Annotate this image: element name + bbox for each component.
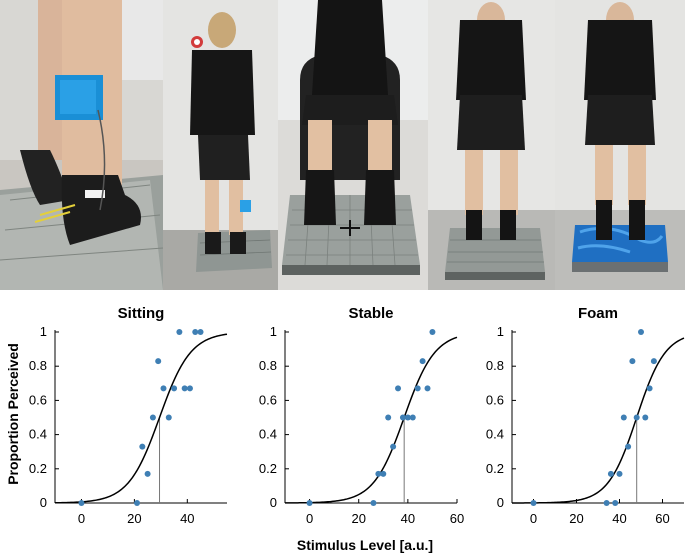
data-point	[165, 414, 172, 421]
photo-sitting-condition	[278, 0, 428, 290]
data-point	[390, 443, 397, 450]
data-point	[176, 329, 183, 335]
photo-standing-back-view	[163, 0, 278, 290]
photo-strip	[0, 0, 685, 290]
y-tick-label: 0.2	[259, 461, 277, 476]
psychometric-figure: Proportion Perceived Stimulus Level [a.u…	[5, 305, 685, 553]
x-tick-label: 20	[569, 511, 583, 526]
chart-panels: Sitting 0 0.2 0.4 0.6 0.8 1 0 20 40 Stable 0 0.2 0.4 0…	[29, 305, 685, 526]
y-tick-label: 0.4	[259, 427, 277, 442]
y-tick-label: 0	[40, 495, 47, 510]
panel-sitting: Sitting 0 0.2 0.4 0.6 0.8 1 0 20 40	[29, 305, 228, 526]
y-tick-label: 0.8	[29, 358, 47, 373]
data-point	[638, 329, 644, 335]
y-tick-label: 0.8	[259, 358, 277, 373]
data-point	[197, 329, 204, 335]
fit-curve	[54, 333, 228, 504]
photo-foam-condition	[555, 0, 685, 290]
y-tick-label: 0.6	[259, 392, 277, 407]
data-point	[395, 385, 402, 392]
photo-stable-condition	[428, 0, 555, 290]
data-point	[646, 385, 653, 392]
data-point	[429, 329, 436, 335]
y-tick-label: 0.2	[29, 461, 47, 476]
data-point	[144, 470, 151, 477]
data-point	[607, 470, 614, 477]
data-point	[375, 470, 382, 477]
data-point	[149, 414, 156, 421]
y-tick-label: 0.2	[486, 461, 504, 476]
data-point	[171, 385, 178, 392]
data-point	[192, 329, 199, 335]
x-tick-label: 0	[530, 511, 537, 526]
data-point	[650, 358, 657, 365]
data-point	[530, 500, 537, 506]
y-tick-label: 0.6	[29, 392, 47, 407]
data-point	[424, 385, 431, 392]
data-point	[409, 414, 416, 421]
data-point	[616, 470, 623, 477]
x-axis-title: Stimulus Level [a.u.]	[297, 537, 433, 553]
panel-title: Stable	[348, 305, 393, 322]
x-tick-label: 0	[306, 511, 313, 526]
y-tick-label: 0.4	[486, 427, 504, 442]
data-point	[380, 470, 387, 477]
data-point	[620, 414, 627, 421]
data-point	[78, 500, 85, 506]
data-point	[625, 443, 632, 450]
fit-curve	[284, 336, 458, 504]
data-point	[370, 500, 377, 506]
data-point	[181, 385, 188, 392]
data-point	[155, 358, 162, 365]
data-point	[642, 414, 649, 421]
x-tick-label: 60	[655, 511, 669, 526]
y-tick-label: 1	[497, 324, 504, 339]
y-tick-label: 1	[40, 324, 47, 339]
data-point	[134, 500, 141, 506]
data-point	[633, 414, 640, 421]
data-point	[414, 385, 421, 392]
y-tick-label: 0	[497, 495, 504, 510]
x-tick-label: 0	[78, 511, 85, 526]
data-point	[160, 385, 167, 392]
fit-curve	[512, 337, 685, 504]
data-point	[612, 500, 619, 506]
x-tick-label: 60	[450, 511, 464, 526]
data-point	[385, 414, 392, 421]
y-tick-label: 0	[270, 495, 277, 510]
panel-title: Sitting	[118, 305, 165, 322]
data-point	[139, 443, 146, 450]
data-point	[419, 358, 426, 365]
panel-foam: Foam 0 0.2 0.4 0.6 0.8 1 0 20 40 60	[486, 305, 685, 526]
y-axis-title: Proportion Perceived	[5, 343, 21, 485]
panel-stable: Stable 0 0.2 0.4 0.6 0.8 1 0 20 40 60	[259, 305, 464, 526]
data-point	[399, 414, 406, 421]
y-tick-label: 0.8	[486, 358, 504, 373]
y-tick-label: 0.4	[29, 427, 47, 442]
x-tick-label: 20	[127, 511, 141, 526]
data-point	[186, 385, 193, 392]
x-tick-label: 40	[612, 511, 626, 526]
x-tick-label: 20	[351, 511, 365, 526]
data-point	[629, 358, 636, 365]
y-tick-label: 0.6	[486, 392, 504, 407]
x-tick-label: 40	[401, 511, 415, 526]
x-tick-label: 40	[180, 511, 194, 526]
data-point	[404, 414, 411, 421]
y-tick-label: 1	[270, 324, 277, 339]
photo-ankle-electrode	[0, 0, 164, 290]
panel-title: Foam	[578, 305, 618, 322]
data-point	[306, 500, 313, 506]
data-point	[603, 500, 610, 506]
